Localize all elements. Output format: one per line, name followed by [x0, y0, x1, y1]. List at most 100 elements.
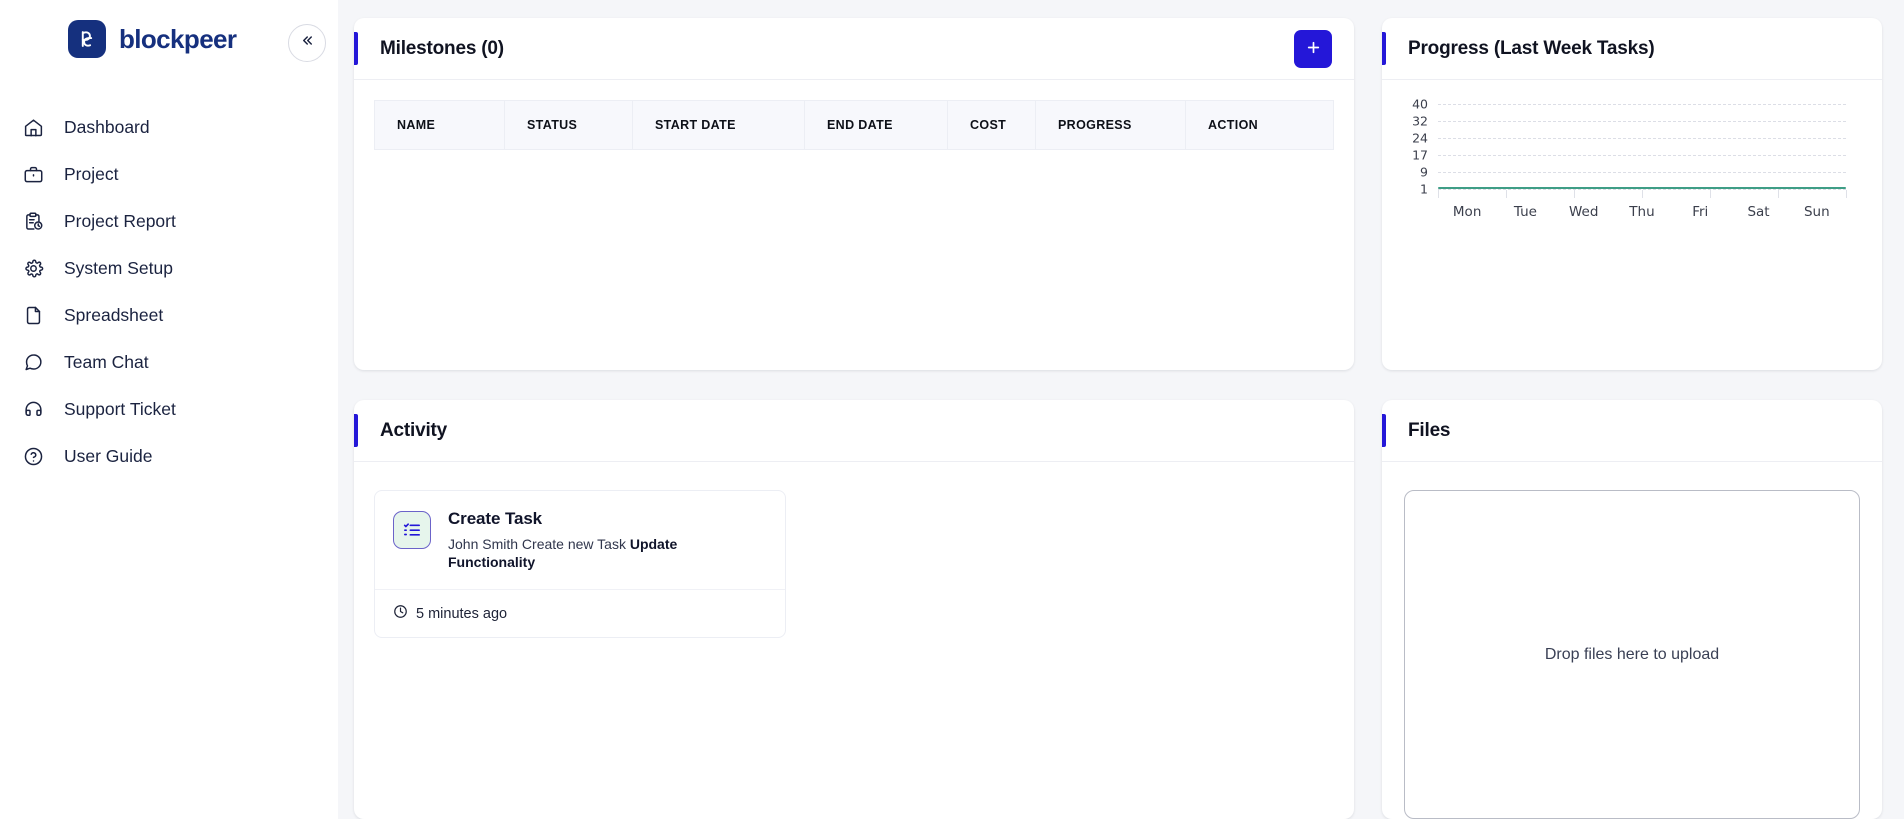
activity-header: Activity [354, 400, 1354, 462]
activity-title: Activity [380, 419, 448, 441]
milestones-header: Milestones (0) [354, 18, 1354, 80]
sidebar-item-label: User Guide [64, 446, 153, 466]
page-title: Milestones (0) [380, 37, 504, 59]
file-dropzone[interactable]: Drop files here to upload [1404, 490, 1860, 819]
chart-y-tick-label: 40 [1412, 96, 1428, 112]
files-title: Files [1408, 419, 1451, 441]
brand-logo-icon [68, 20, 106, 58]
main-content: Milestones (0) NAME [338, 0, 1904, 819]
chart-x-tick-label: Sun [1803, 204, 1830, 220]
chart-plot-area: 40 32 24 17 9 1 [1412, 97, 1846, 197]
chart-x-tick-label: Fri [1692, 204, 1709, 220]
sidebar-item-label: Spreadsheet [64, 305, 164, 325]
sidebar-item-label: Team Chat [64, 352, 149, 372]
chart-x-tick-label: Wed [1568, 204, 1599, 220]
sidebar-collapse-button[interactable] [288, 24, 326, 62]
column-header-status[interactable]: STATUS [504, 100, 633, 150]
progress-title: Progress (Last Week Tasks) [1408, 37, 1655, 59]
brand[interactable]: blockpeer [0, 0, 338, 78]
sidebar-item-support-ticket[interactable]: Support Ticket [0, 386, 338, 433]
list-item[interactable]: Create Task John Smith Create new Task U… [374, 490, 786, 639]
progress-card: Progress (Last Week Tasks) 40 32 24 17 9 1 Mo… [1382, 18, 1882, 370]
activity-card: Activity [354, 400, 1354, 819]
activity-item-text: Create Task John Smith Create new Task U… [448, 509, 767, 571]
chat-bubble-icon [20, 352, 46, 373]
chart-x-tick-mark [1642, 190, 1643, 198]
checklist-icon [393, 511, 431, 549]
headset-icon [20, 399, 46, 420]
chart-gridline [1438, 138, 1846, 139]
chart-x-tick-label: Mon [1452, 204, 1482, 220]
activity-item-timestamp: 5 minutes ago [375, 590, 785, 637]
sidebar-item-team-chat[interactable]: Team Chat [0, 339, 338, 386]
milestones-table: NAME STATUS START DATE END DATE COST PRO… [374, 100, 1334, 150]
chart-y-tick-label: 1 [1420, 181, 1428, 197]
chart-x-tick-mark [1846, 190, 1847, 198]
chart-y-tick-label: 32 [1412, 113, 1428, 129]
sidebar: blockpeer Dashboard [0, 0, 338, 819]
column-header-end-date[interactable]: END DATE [804, 100, 948, 150]
activity-item-title: Create Task [448, 509, 543, 528]
clock-icon [393, 604, 408, 623]
gear-icon [20, 258, 46, 279]
chart-x-tick-mark [1505, 190, 1507, 198]
dropzone-label: Drop files here to upload [1544, 645, 1720, 663]
sidebar-item-user-guide[interactable]: User Guide [0, 433, 338, 480]
sidebar-item-spreadsheet[interactable]: Spreadsheet [0, 292, 338, 339]
sidebar-item-project[interactable]: Project [0, 151, 338, 198]
sidebar-item-dashboard[interactable]: Dashboard [0, 104, 338, 151]
chart-x-axis [1438, 190, 1847, 200]
left-column: Milestones (0) NAME [354, 18, 1354, 819]
column-header-progress[interactable]: PROGRESS [1035, 100, 1186, 150]
briefcase-icon [20, 164, 46, 185]
chevron-double-left-icon [300, 33, 315, 53]
chart-series-line [1438, 187, 1846, 189]
column-header-action[interactable]: ACTION [1185, 100, 1334, 150]
progress-header: Progress (Last Week Tasks) [1382, 18, 1882, 80]
chart-y-tick-label: 17 [1412, 147, 1428, 163]
column-header-name[interactable]: NAME [374, 100, 505, 150]
chart-x-tick-label: Thu [1629, 204, 1655, 220]
right-column: Progress (Last Week Tasks) 40 32 24 17 9 1 Mo… [1382, 18, 1882, 819]
chart-x-tick-mark [1709, 190, 1711, 198]
files-body: Drop files here to upload [1382, 462, 1882, 819]
sidebar-item-project-report[interactable]: Project Report [0, 198, 338, 245]
chart-y-tick-label: 24 [1412, 130, 1428, 146]
add-milestone-button[interactable] [1294, 29, 1332, 68]
column-header-start-date[interactable]: START DATE [632, 100, 805, 150]
chart-x-tick-label: Sat [1747, 204, 1770, 220]
table-header-row: NAME STATUS START DATE END DATE COST PRO… [374, 100, 1334, 150]
document-icon [20, 305, 46, 326]
column-header-cost[interactable]: COST [947, 100, 1036, 150]
sidebar-item-system-setup[interactable]: System Setup [0, 245, 338, 292]
sidebar-item-label: Project [64, 164, 119, 184]
sidebar-item-label: Project Report [64, 211, 176, 231]
chart-x-tick-label: Tue [1513, 204, 1537, 220]
milestones-body: NAME STATUS START DATE END DATE COST PRO… [354, 80, 1354, 370]
sidebar-item-label: System Setup [64, 258, 173, 278]
chart-y-tick-label: 9 [1420, 164, 1428, 180]
sidebar-item-label: Support Ticket [64, 399, 176, 419]
chart-x-tick-labels: Mon Tue Wed Thu Fri Sat Sun [1438, 204, 1846, 220]
files-card: Files Drop files here to upload [1382, 400, 1882, 819]
chart-x-tick-mark [1778, 190, 1779, 198]
clipboard-clock-icon [20, 211, 46, 232]
activity-desc-task-name: Update Functionality [448, 536, 678, 571]
activity-time-label: 5 minutes ago [416, 605, 508, 622]
chart-x-tick-mark [1438, 190, 1439, 198]
sidebar-nav: Dashboard Project [0, 104, 338, 480]
milestones-table-head: NAME STATUS START DATE END DATE COST PRO… [374, 100, 1334, 150]
files-header: Files [1382, 400, 1882, 462]
activity-desc-prefix: John Smith Create new Task [448, 536, 630, 552]
chart-x-tick-mark [1573, 190, 1575, 198]
chart-gridline [1438, 104, 1846, 105]
chart-gridline [1438, 155, 1846, 156]
home-icon [20, 117, 46, 138]
progress-chart: 40 32 24 17 9 1 Mon Tue Wed Thu Fri Sat Sun [1382, 80, 1882, 260]
brand-name: blockpeer [119, 23, 237, 54]
chart-gridline [1438, 172, 1846, 173]
activity-item-description: John Smith Create new Task Update Functi… [448, 535, 767, 571]
activity-body: Create Task John Smith Create new Task U… [354, 462, 1354, 819]
activity-item-main: Create Task John Smith Create new Task U… [375, 491, 785, 591]
